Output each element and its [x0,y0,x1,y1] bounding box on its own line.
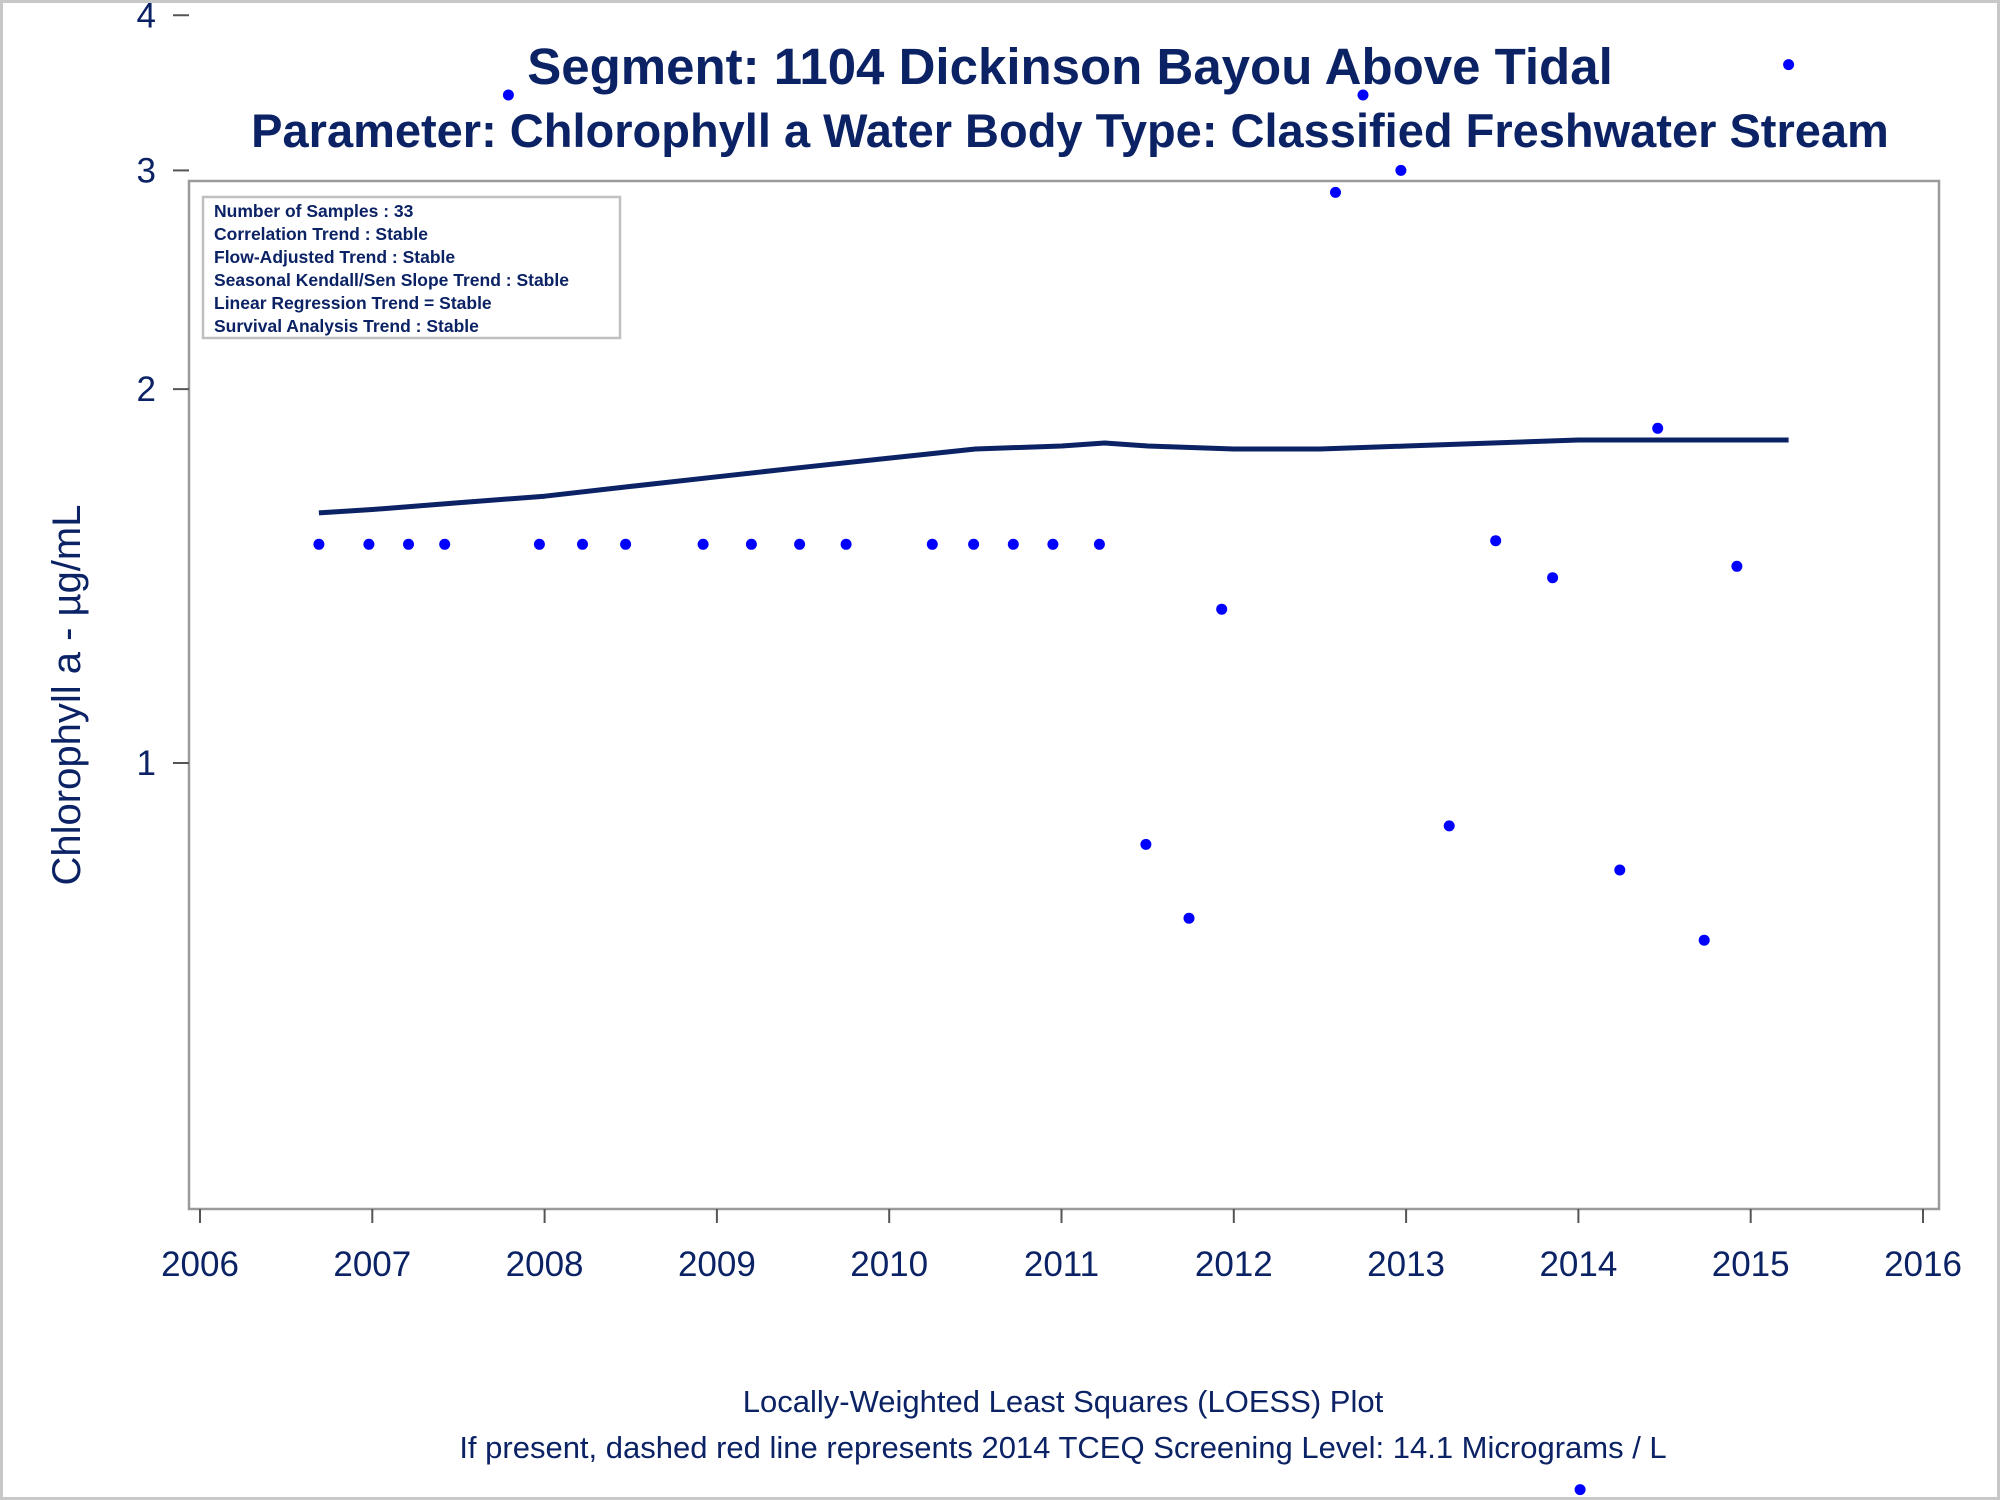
data-point [363,538,375,550]
data-points-layer [313,59,1795,1496]
data-point [968,538,980,550]
data-point [1007,538,1019,550]
x-tick-label: 2012 [1195,1245,1273,1284]
data-point [1574,1484,1586,1496]
loess-curve-layer [318,437,1789,516]
trend-summary-box: Number of Samples : 33 Correlation Trend… [201,195,622,340]
y-axis: 12345 [137,0,189,783]
data-point [1783,59,1795,71]
y-tick-label: 2 [137,370,156,409]
data-point [1652,422,1664,434]
trend-summary-frame [201,195,622,340]
data-point [926,538,938,550]
x-tick-label: 2014 [1539,1245,1617,1284]
data-point [1140,838,1152,850]
data-point [1443,820,1455,832]
data-point [1731,560,1743,572]
data-point [620,538,632,550]
data-point [439,538,451,550]
y-axis-label: Chlorophyll a - µg/mL [45,505,89,886]
samples-count-text: Number of Samples : 33 [214,201,414,221]
seasonal-kendall-trend-text: Seasonal Kendall/Sen Slope Trend : Stabl… [214,270,569,290]
data-point [577,538,588,550]
x-tick-label: 2013 [1367,1245,1445,1284]
data-point [1395,164,1407,176]
data-point [403,538,414,550]
x-tick-label: 2007 [333,1245,411,1284]
linear-regression-trend-text: Linear Regression Trend = Stable [214,293,492,313]
data-point [1490,535,1502,547]
chart-subtitle: Parameter: Chlorophyll a Water Body Type… [251,104,1889,157]
chart-title: Segment: 1104 Dickinson Bayou Above Tida… [527,38,1613,95]
data-point [533,538,545,550]
data-point [1183,912,1195,924]
data-point [313,538,325,550]
x-tick-label: 2015 [1712,1245,1790,1284]
correlation-trend-text: Correlation Trend : Stable [214,224,428,244]
footnote-loess: Locally-Weighted Least Squares (LOESS) P… [743,1384,1384,1419]
x-tick-label: 2009 [678,1245,756,1284]
plot-area [187,179,1941,1211]
data-point [1614,864,1626,876]
x-tick-label: 2010 [850,1245,928,1284]
data-point [1093,538,1105,550]
y-tick-label: 1 [137,744,156,783]
x-axis: 2006 2007 2008 2009 2010 2011 2012 2013 2014 2015… [161,1209,1962,1284]
survival-analysis-trend-text: Survival Analysis Trend : Stable [214,316,479,336]
x-tick-label: 2006 [161,1245,239,1284]
y-tick-label: 3 [137,151,156,190]
y-tick-label: 4 [137,0,156,35]
flow-adjusted-trend-text: Flow-Adjusted Trend : Stable [214,247,455,267]
x-tick-label: 2016 [1884,1245,1962,1284]
data-point [1698,934,1710,946]
data-point [1547,572,1559,584]
data-point [502,89,514,101]
x-tick-label: 2008 [506,1245,584,1284]
data-point [1047,538,1059,550]
data-point [840,538,852,550]
x-tick-label: 2011 [1024,1245,1099,1284]
data-point [1357,89,1369,101]
footnote-screening-level: If present, dashed red line represents 2… [459,1430,1666,1465]
data-point [1330,186,1341,198]
data-point [1216,603,1228,615]
data-point [745,538,757,550]
data-point [697,538,709,550]
data-point [794,538,806,550]
loess-trend-line [318,437,1789,516]
